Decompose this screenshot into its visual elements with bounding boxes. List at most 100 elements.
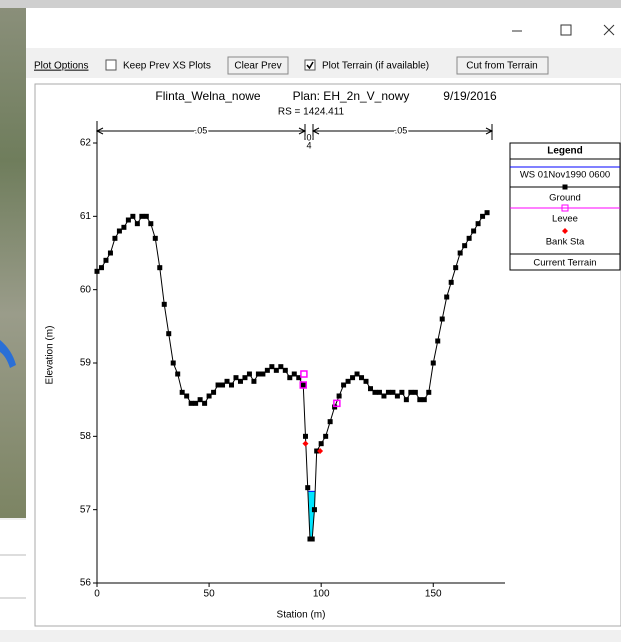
ground-point (467, 236, 472, 241)
ground-point (265, 368, 270, 373)
ground-point (274, 368, 279, 373)
ground-point (310, 537, 315, 542)
legend-box (510, 143, 620, 270)
ground-point (476, 221, 481, 226)
ground-point (341, 383, 346, 388)
ground-point (485, 210, 490, 215)
ground-point (404, 397, 409, 402)
ground-point (453, 265, 458, 270)
legend-marker (563, 185, 568, 190)
legend-label: Bank Sta (546, 237, 585, 248)
chart-title: Flinta_Welna_nowe (155, 89, 261, 103)
ground-point (153, 236, 158, 241)
ground-point (417, 397, 422, 402)
ground-point (139, 214, 144, 219)
n-value: .05 (395, 125, 408, 135)
ground-point (303, 434, 308, 439)
ground-point (112, 236, 117, 241)
ground-point (346, 379, 351, 384)
ground-point (184, 394, 189, 399)
ground-point (225, 379, 230, 384)
x-tick-label: 50 (204, 589, 216, 600)
ground-point (381, 394, 386, 399)
ground-point (386, 390, 391, 395)
ground-point (444, 295, 449, 300)
ground-point (148, 221, 153, 226)
ground-point (121, 225, 126, 230)
ground-point (471, 229, 476, 234)
ground-point (278, 364, 283, 369)
ground-point (422, 397, 427, 402)
y-axis-title: Elevation (m) (45, 326, 56, 385)
ground-point (426, 390, 431, 395)
ground-point (413, 390, 418, 395)
ground-point (162, 302, 167, 307)
ground-point (319, 441, 324, 446)
ground-point (449, 280, 454, 285)
ground-point (458, 251, 463, 256)
ground-point (198, 397, 203, 402)
ground-point (171, 361, 176, 366)
ground-point (135, 221, 140, 226)
checkbox-label: Plot Terrain (if available) (322, 61, 429, 72)
side-panel (0, 520, 26, 630)
legend-label: Ground (549, 193, 581, 204)
ground-point (247, 372, 252, 377)
ground-point (207, 394, 212, 399)
chart-date: 9/19/2016 (443, 89, 497, 103)
ground-point (238, 379, 243, 384)
ground-point (211, 390, 216, 395)
ground-point (287, 375, 292, 380)
ground-point (390, 390, 395, 395)
chart-subtitle: RS = 1424.411 (278, 107, 345, 118)
x-axis-title: Station (m) (277, 610, 326, 621)
ground-point (408, 390, 413, 395)
ground-point (256, 372, 261, 377)
ground-point (328, 419, 333, 424)
legend-label: Levee (552, 214, 578, 225)
ground-point (130, 214, 135, 219)
y-tick-label: 59 (80, 358, 92, 369)
x-tick-label: 150 (425, 589, 442, 600)
ground-point (359, 375, 364, 380)
n-value: .05 (195, 125, 208, 135)
ground-point (108, 251, 113, 256)
menu-plot-options[interactable]: Plot Options (34, 61, 88, 72)
ground-point (269, 364, 274, 369)
checkbox-label: Keep Prev XS Plots (123, 61, 211, 72)
ground-point (216, 383, 221, 388)
y-tick-label: 60 (80, 284, 92, 295)
ground-point (144, 214, 149, 219)
ground-point (337, 394, 342, 399)
ground-point (233, 375, 238, 380)
screenshot: Plot Options Keep Prev XS Plots Clear Pr… (0, 0, 621, 642)
ground-point (395, 394, 400, 399)
ground-point (372, 390, 377, 395)
y-tick-label: 58 (80, 431, 92, 442)
ground-point (220, 383, 225, 388)
ground-point (229, 383, 234, 388)
top-strip (0, 0, 621, 8)
map-strip (0, 8, 26, 518)
ground-point (175, 372, 180, 377)
ground-point (480, 214, 485, 219)
ground-point (180, 390, 185, 395)
y-tick-label: 57 (80, 504, 92, 515)
button-label: Clear Prev (234, 61, 281, 72)
y-tick-label: 62 (80, 138, 92, 149)
y-tick-label: 61 (80, 211, 92, 222)
legend-title: Legend (547, 146, 583, 157)
ground-point (99, 265, 104, 270)
ground-point (377, 390, 382, 395)
ground-point (435, 339, 440, 344)
ground-point (355, 372, 360, 377)
ground-point (431, 361, 436, 366)
ground-point (323, 434, 328, 439)
ground-point (440, 317, 445, 322)
checkbox[interactable] (106, 60, 116, 70)
legend-label: WS 01Nov1990 0600 (520, 170, 610, 181)
ground-point (189, 401, 194, 406)
chart-plan: Plan: EH_2n_V_nowy (293, 89, 410, 103)
status-bar (0, 630, 621, 642)
ground-point (117, 229, 122, 234)
